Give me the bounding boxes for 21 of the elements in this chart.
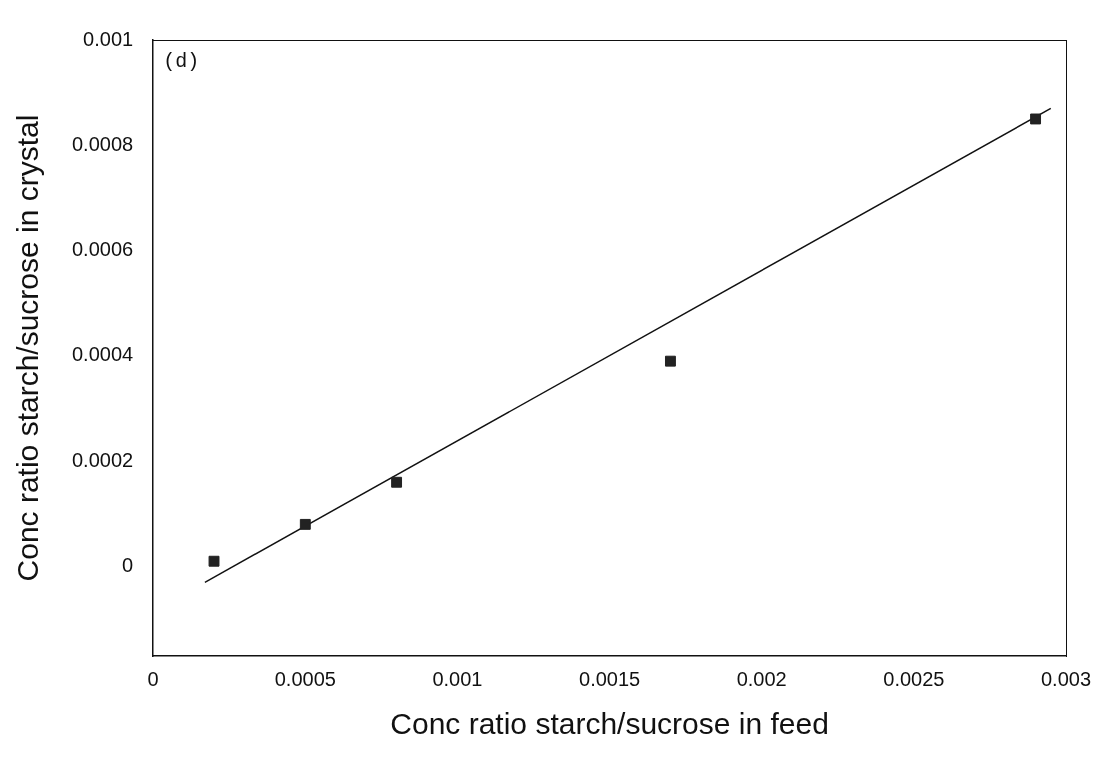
annotation: (d): [163, 50, 200, 74]
x-tick-label: 0.0005: [274, 667, 336, 690]
y-axis-title: Conc ratio starch/sucrose in crystal: [11, 114, 45, 582]
point: [664, 355, 676, 367]
point: [299, 518, 311, 530]
y-tick-label: 0: [122, 554, 134, 577]
x-tick-label: 0.003: [1040, 667, 1092, 690]
y-tick-label: 0.001: [83, 27, 134, 50]
x-tick-label: 0.002: [736, 667, 787, 690]
y-tick-label: 0.0008: [72, 132, 134, 155]
y-tick-label: 0.0006: [72, 238, 134, 261]
y-tick-label: 0.0002: [72, 448, 134, 471]
point: [391, 476, 403, 488]
y-tick-label: 0.0004: [72, 343, 134, 366]
x-tick-label: 0.0015: [579, 667, 641, 690]
point: [208, 555, 220, 567]
x-axis-title: Conc ratio starch/sucrose in feed: [390, 707, 829, 741]
x-tick-label: 0: [147, 667, 159, 690]
x-tick-label: 0.001: [432, 667, 483, 690]
x-tick-label: 0.0025: [883, 667, 945, 690]
point: [1030, 113, 1042, 125]
